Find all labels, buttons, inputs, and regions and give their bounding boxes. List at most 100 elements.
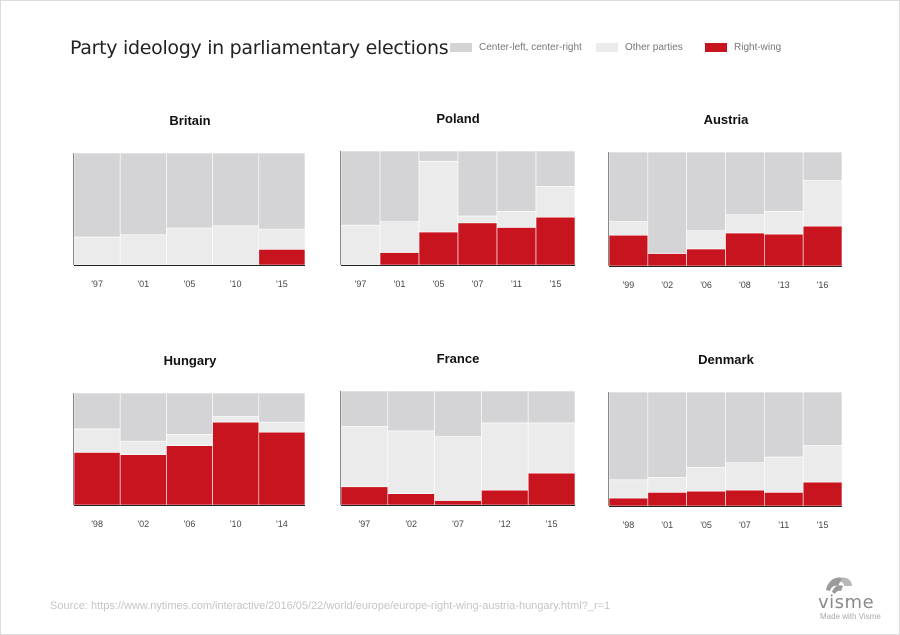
poland-bar-right-wing-1 [379,252,420,266]
legend-swatch-right-wing [705,43,727,52]
denmark-bar-other-parties-2 [686,466,726,492]
britain-bar-other-parties-1 [119,234,167,266]
hungary-bar-right-wing-0 [73,452,121,506]
legend-label-right-wing: Right-wing [734,42,782,53]
france-tick-label-1: '02 [405,519,417,529]
hungary-bar-center-left-center-right-2 [166,392,213,435]
france-bar-center-left-center-right-3 [481,390,529,424]
hungary-bar-center-left-center-right-3 [212,392,260,417]
austria-bar-right-wing-5 [802,225,843,267]
britain-bar-center-left-center-right-2 [166,152,213,229]
poland-bar-center-left-center-right-3 [457,150,498,217]
panel-title-britain: Britain [169,113,211,128]
denmark-bar-center-left-center-right-2 [686,391,726,468]
france-bar-right-wing-0 [340,486,389,506]
hungary-bar-right-wing-2 [166,445,213,506]
britain-tick-label-3: '10 [230,279,242,289]
denmark-bar-center-left-center-right-5 [802,391,843,446]
legend-swatch-mainstream [450,43,472,52]
austria-bar-other-parties-2 [686,230,726,250]
britain-bar-right-wing-4 [258,249,306,266]
legend-swatch-other [596,43,618,52]
austria-bar-right-wing-2 [686,248,726,267]
france-tick-label-2: '07 [452,519,464,529]
britain-bar-other-parties-3 [212,225,260,266]
poland-bar-other-parties-5 [535,186,576,218]
panel-title-poland: Poland [436,111,480,126]
panel-title-austria: Austria [703,112,749,127]
britain-tick-label-4: '15 [276,279,288,289]
hungary-bar-other-parties-3 [212,416,260,423]
denmark-bar-other-parties-5 [802,445,843,483]
visme-tagline: Made with Visme [820,612,881,621]
denmark-bar-right-wing-2 [686,490,726,507]
poland-tick-label-3: '07 [472,279,484,289]
britain-bar-center-left-center-right-1 [119,152,167,236]
denmark-tick-label-1: '01 [661,520,673,530]
austria-bar-right-wing-0 [608,234,649,267]
denmark-bar-other-parties-4 [764,456,804,493]
denmark-tick-label-3: '07 [739,520,751,530]
denmark-bar-other-parties-3 [725,462,765,491]
britain-tick-label-1: '01 [137,279,149,289]
denmark-bar-right-wing-5 [802,481,843,507]
austria-tick-label-4: '13 [778,280,790,290]
denmark-bar-right-wing-4 [764,492,804,507]
hungary-tick-label-1: '02 [137,519,149,529]
france-bar-right-wing-4 [527,472,576,506]
panel-title-hungary: Hungary [163,353,217,368]
hungary-bar-other-parties-2 [166,434,213,446]
hungary-tick-label-3: '10 [230,519,242,529]
poland-bar-center-left-center-right-0 [340,150,381,226]
austria-tick-label-5: '16 [817,280,829,290]
austria-bar-right-wing-4 [764,233,804,267]
poland-bar-right-wing-3 [457,222,498,266]
legend-item-other: Other parties [596,42,683,53]
britain-bar-center-left-center-right-4 [258,152,306,230]
austria-bar-right-wing-1 [647,253,687,267]
britain-bar-other-parties-2 [166,227,213,266]
france-bar-other-parties-1 [387,430,435,494]
denmark-bar-center-left-center-right-0 [608,391,649,481]
france-tick-label-3: '12 [499,519,511,529]
denmark-bar-center-left-center-right-3 [725,391,765,463]
panel-title-france: France [436,351,480,366]
austria-bar-other-parties-5 [802,180,843,227]
austria-tick-label-2: '06 [700,280,712,290]
france-bar-center-left-center-right-4 [527,390,576,424]
poland-bar-center-left-center-right-5 [535,150,576,187]
britain-bar-center-left-center-right-3 [212,152,260,227]
page-title: Party ideology in parliamentary election… [70,37,449,59]
poland-tick-label-5: '15 [550,279,562,289]
austria-bar-other-parties-3 [725,214,765,234]
austria-bar-center-left-center-right-2 [686,151,726,231]
hungary-tick-label-0: '98 [91,519,103,529]
austria-bar-center-left-center-right-0 [608,151,649,222]
france-bar-other-parties-0 [340,426,389,488]
visme-logo-icon [826,577,852,594]
austria-bar-other-parties-4 [764,210,804,235]
france-bar-center-left-center-right-0 [340,390,389,427]
britain-bar-center-left-center-right-0 [73,152,121,238]
poland-tick-label-2: '05 [433,279,445,289]
hungary-bar-right-wing-4 [258,431,306,506]
legend-item-mainstream: Center-left, center-right [450,42,582,53]
britain-tick-label-0: '97 [91,279,103,289]
france-bar-center-left-center-right-1 [387,390,435,432]
france-bar-center-left-center-right-2 [434,390,482,437]
hungary-bar-center-left-center-right-4 [258,392,306,423]
hungary-tick-label-2: '06 [184,519,196,529]
austria-bar-center-left-center-right-1 [647,151,687,254]
denmark-tick-label-5: '15 [817,520,829,530]
britain-bar-other-parties-0 [73,236,121,266]
poland-bar-center-left-center-right-2 [418,150,459,162]
source-note: Source: https://www.nytimes.com/interact… [50,600,611,612]
denmark-tick-label-0: '98 [623,520,635,530]
poland-bar-other-parties-4 [496,211,537,228]
poland-tick-label-0: '97 [355,279,367,289]
denmark-tick-label-2: '05 [700,520,712,530]
hungary-bar-other-parties-4 [258,421,306,433]
france-tick-label-0: '97 [359,519,371,529]
austria-tick-label-0: '99 [623,280,635,290]
